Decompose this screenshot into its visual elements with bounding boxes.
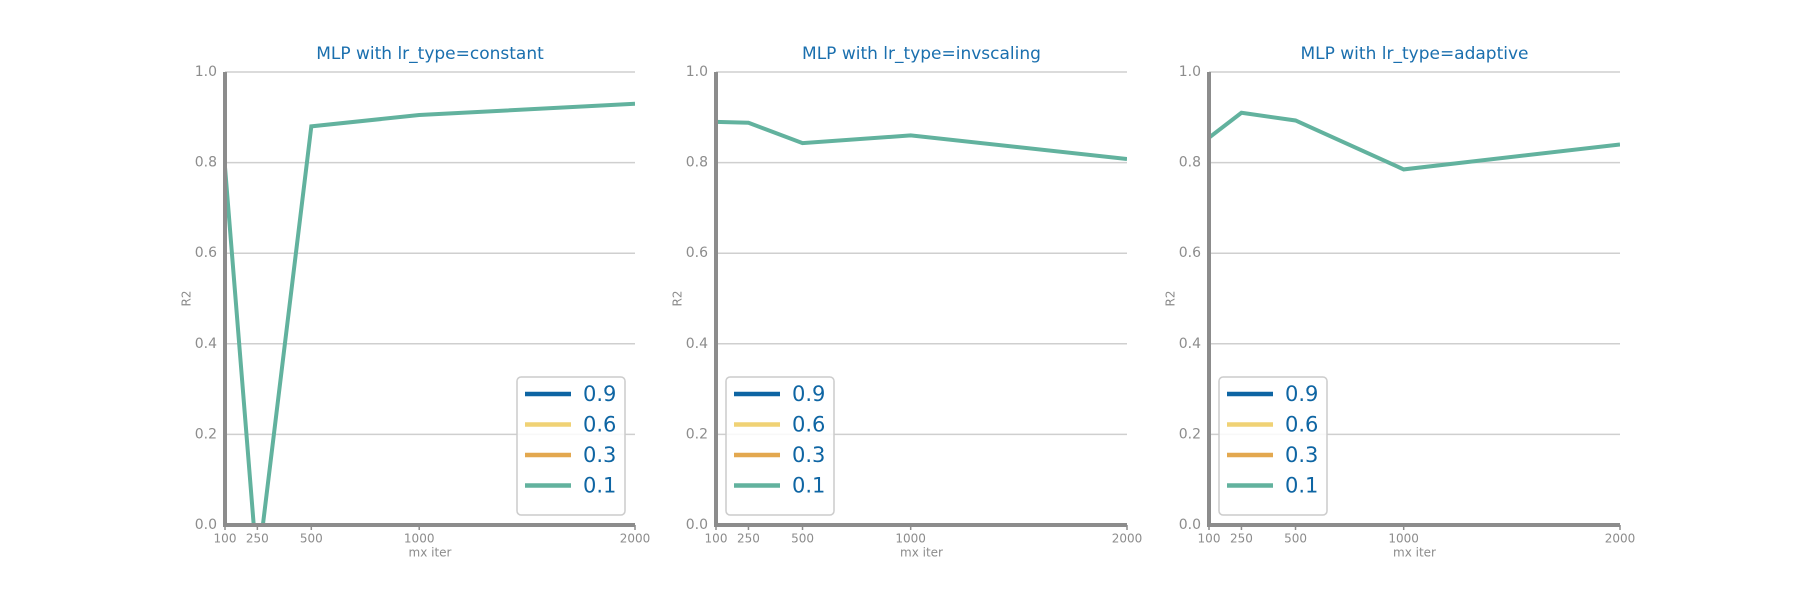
legend-label: 0.9 — [1285, 382, 1318, 406]
y-tick-label: 0.4 — [195, 336, 217, 352]
y-tick-label: 1.0 — [686, 64, 708, 80]
y-tick-label: 0.0 — [686, 517, 708, 533]
y-tick-label: 0.6 — [1179, 245, 1201, 261]
y-tick-label: 0.6 — [195, 245, 217, 261]
x-tick-label: 500 — [1284, 532, 1307, 546]
y-tick-label: 1.0 — [1179, 64, 1201, 80]
y-tick-label: 0.8 — [1179, 155, 1201, 171]
x-tick-label: 2000 — [1605, 532, 1636, 546]
legend-label: 0.3 — [1285, 443, 1318, 467]
x-tick-label: 100 — [705, 532, 728, 546]
x-tick-label: 500 — [300, 532, 323, 546]
subplot: MLP with lr_type=invscaling0.00.20.40.60… — [671, 44, 1143, 560]
y-tick-label: 0.8 — [686, 155, 708, 171]
x-tick-label: 1000 — [404, 532, 435, 546]
legend-label: 0.3 — [792, 443, 825, 467]
y-tick-label: 0.6 — [686, 245, 708, 261]
subplot: MLP with lr_type=adaptive 0.0 0.2 0.4 0.6 0.8… — [1164, 44, 1636, 560]
legend: 0.9 0.6 0.3 0.1 — [516, 376, 626, 516]
legend-label: 0.6 — [583, 413, 616, 437]
y-tick-label: 0.4 — [686, 336, 708, 352]
x-tick-label: 250 — [1230, 532, 1253, 546]
subplot-title: MLP with lr_type=constant — [316, 44, 544, 64]
legend-label: 0.1 — [1285, 474, 1318, 498]
legend-label: 0.6 — [1285, 413, 1318, 437]
x-tick-label: 2000 — [620, 532, 651, 546]
x-tick-label: 2000 — [1112, 532, 1143, 546]
y-axis-label: R2 — [180, 291, 194, 307]
y-axis-label: R2 — [671, 291, 685, 307]
x-tick-label: 250 — [246, 532, 269, 546]
legend-label: 0.9 — [583, 382, 616, 406]
x-axis-label: mx iter — [1393, 546, 1436, 560]
x-tick-label: 100 — [214, 532, 237, 546]
x-tick-label: 500 — [791, 532, 814, 546]
legend-box — [1218, 376, 1328, 516]
x-axis-label: mx iter — [900, 546, 943, 560]
series-line — [1209, 110, 1620, 172]
y-tick-label: 0.2 — [195, 426, 217, 442]
x-axis-label: mx iter — [409, 546, 452, 560]
x-tick-label: 250 — [737, 532, 760, 546]
series-line — [225, 101, 635, 525]
legend-label: 0.3 — [583, 443, 616, 467]
legend-box — [516, 376, 626, 516]
subplot-title: MLP with lr_type=adaptive — [1300, 44, 1528, 64]
legend: 0.9 0.6 0.3 0.1 — [725, 376, 835, 516]
subplot: MLP with lr_type=constant 0.0 0.2 0.4 0.6 0.8… — [180, 44, 651, 560]
y-axis-label: R2 — [1164, 291, 1178, 307]
y-tick-label: 0.8 — [195, 155, 217, 171]
y-tick-label: 1.0 — [195, 64, 217, 80]
legend-label: 0.9 — [792, 382, 825, 406]
legend-label: 0.6 — [792, 413, 825, 437]
subplot-title: MLP with lr_type=invscaling — [802, 44, 1041, 64]
y-tick-label: 0.4 — [1179, 336, 1201, 352]
legend: 0.9 0.6 0.3 0.1 — [1218, 376, 1328, 516]
x-tick-label: 1000 — [895, 532, 926, 546]
legend-box — [725, 376, 835, 516]
series-line — [716, 119, 1127, 161]
legend-label: 0.1 — [583, 474, 616, 498]
legend-label: 0.1 — [792, 474, 825, 498]
y-tick-label: 0.0 — [195, 517, 217, 533]
x-tick-label: 1000 — [1388, 532, 1419, 546]
y-tick-label: 0.2 — [686, 426, 708, 442]
x-tick-label: 100 — [1198, 532, 1221, 546]
y-tick-label: 0.2 — [1179, 426, 1201, 442]
y-tick-label: 0.0 — [1179, 517, 1201, 533]
